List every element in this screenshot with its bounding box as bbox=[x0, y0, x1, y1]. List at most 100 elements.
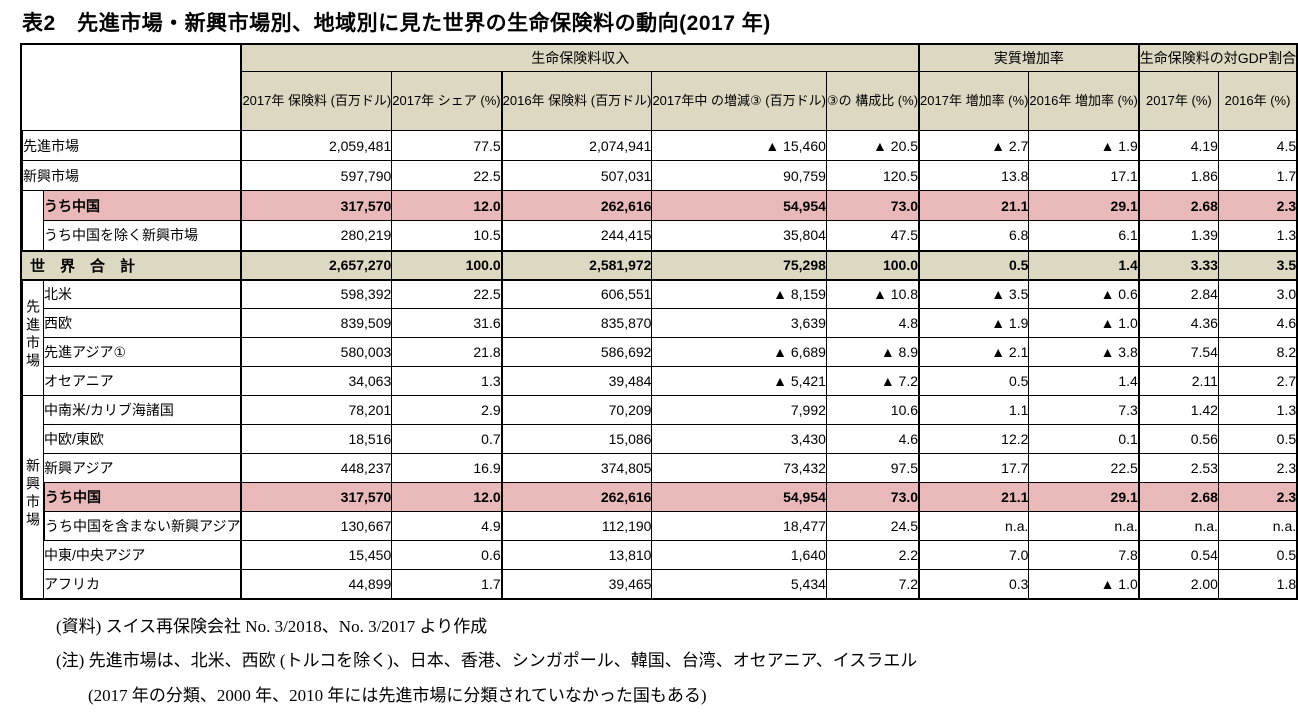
data-cell: 1.86 bbox=[1139, 161, 1219, 191]
row-label: 中南米/カリブ海諸国 bbox=[44, 396, 242, 425]
row-africa: アフリカ 44,899 1.7 39,465 5,434 7.2 0.3 ▲ 1… bbox=[21, 570, 1298, 599]
data-cell: 586,692 bbox=[502, 338, 652, 367]
section-label-text: 先進市場 bbox=[23, 299, 43, 371]
data-cell: ▲ 5,421 bbox=[652, 367, 826, 396]
data-cell: 1.7 bbox=[1218, 161, 1297, 191]
col-header: 2017年 保険料 (百万ドル) bbox=[241, 72, 391, 131]
data-cell: 2.68 bbox=[1139, 191, 1219, 221]
data-cell: 7.2 bbox=[826, 570, 919, 599]
data-cell: 54,954 bbox=[652, 483, 826, 512]
data-cell: 100.0 bbox=[826, 251, 919, 280]
data-cell: 29.1 bbox=[1029, 191, 1139, 221]
data-cell: ▲ 3.5 bbox=[919, 280, 1029, 309]
data-cell: 0.3 bbox=[919, 570, 1029, 599]
row-latin-america-caribbean: 新興市場 中南米/カリブ海諸国 78,201 2.9 70,209 7,992 … bbox=[21, 396, 1298, 425]
data-cell: 22.5 bbox=[392, 161, 502, 191]
row-label: うち中国を含まない新興アジア bbox=[45, 512, 242, 541]
data-cell: n.a. bbox=[1218, 512, 1297, 541]
data-cell: 18,516 bbox=[241, 425, 391, 454]
data-cell: 22.5 bbox=[392, 280, 502, 309]
data-cell: 5,434 bbox=[652, 570, 826, 599]
row-middle-east-central-asia: 中東/中央アジア 15,450 0.6 13,810 1,640 2.2 7.0… bbox=[21, 541, 1298, 570]
data-cell: 1.3 bbox=[392, 367, 502, 396]
group-header-real-growth: 実質増加率 bbox=[919, 44, 1139, 72]
data-cell: 15,450 bbox=[241, 541, 391, 570]
data-cell: ▲ 3.8 bbox=[1029, 338, 1139, 367]
data-cell: 2,074,941 bbox=[502, 131, 652, 161]
data-cell: 34,063 bbox=[241, 367, 391, 396]
data-cell: n.a. bbox=[919, 512, 1029, 541]
row-emerging-asia: 新興アジア 448,237 16.9 374,805 73,432 97.5 1… bbox=[21, 454, 1298, 483]
row-emerging-asia-ex-china: うち中国を含まない新興アジア 130,667 4.9 112,190 18,47… bbox=[21, 512, 1298, 541]
row-label: 新興市場 bbox=[23, 161, 242, 191]
data-cell: 39,465 bbox=[502, 570, 652, 599]
data-cell: 2.3 bbox=[1218, 191, 1297, 221]
data-cell: 10.6 bbox=[826, 396, 919, 425]
data-cell: 0.5 bbox=[1218, 425, 1297, 454]
data-cell: 317,570 bbox=[241, 483, 391, 512]
col-header: 2017年 (%) bbox=[1139, 72, 1219, 131]
data-cell: 580,003 bbox=[241, 338, 391, 367]
data-cell: ▲ 8,159 bbox=[652, 280, 826, 309]
row-oceania: オセアニア 34,063 1.3 39,484 ▲ 5,421 ▲ 7.2 0.… bbox=[21, 367, 1298, 396]
data-cell: ▲ 7.2 bbox=[826, 367, 919, 396]
data-cell: 839,509 bbox=[241, 309, 391, 338]
data-cell: ▲ 6,689 bbox=[652, 338, 826, 367]
data-cell: 7.3 bbox=[1029, 396, 1139, 425]
data-cell: 4.19 bbox=[1139, 131, 1219, 161]
row-emerging-markets: 新興市場 597,790 22.5 507,031 90,759 120.5 1… bbox=[21, 161, 1298, 191]
data-cell: ▲ 1.9 bbox=[1029, 131, 1139, 161]
data-cell: ▲ 20.5 bbox=[826, 131, 919, 161]
data-cell: 0.56 bbox=[1139, 425, 1219, 454]
row-advanced-markets: 先進市場 2,059,481 77.5 2,074,941 ▲ 15,460 ▲… bbox=[21, 131, 1298, 161]
data-cell: 2.11 bbox=[1139, 367, 1219, 396]
row-label: うち中国 bbox=[44, 191, 242, 221]
data-cell: 24.5 bbox=[826, 512, 919, 541]
notes-block: (資料) スイス再保険会社 No. 3/2018、No. 3/2017 より作成… bbox=[56, 610, 1284, 714]
data-cell: 97.5 bbox=[826, 454, 919, 483]
group-header-premium-income: 生命保険料収入 bbox=[241, 44, 919, 72]
data-cell: 6.8 bbox=[919, 221, 1029, 251]
table-title: 表2 先進市場・新興市場別、地域別に見た世界の生命保険料の動向(2017 年) bbox=[22, 7, 1284, 37]
data-cell: 2,657,270 bbox=[241, 251, 391, 280]
row-label: うち中国 bbox=[45, 483, 242, 512]
data-cell: 598,392 bbox=[241, 280, 391, 309]
row-label: 先進アジア① bbox=[44, 338, 242, 367]
data-cell: 0.54 bbox=[1139, 541, 1219, 570]
data-cell: 3.0 bbox=[1218, 280, 1297, 309]
data-cell: 0.5 bbox=[919, 367, 1029, 396]
row-north-america: 先進市場 北米 598,392 22.5 606,551 ▲ 8,159 ▲ 1… bbox=[21, 280, 1298, 309]
data-cell: 4.6 bbox=[1218, 309, 1297, 338]
data-cell: 7.8 bbox=[1029, 541, 1139, 570]
data-cell: 2.3 bbox=[1218, 483, 1297, 512]
data-cell: 35,804 bbox=[652, 221, 826, 251]
data-cell: 47.5 bbox=[826, 221, 919, 251]
data-cell: 130,667 bbox=[241, 512, 391, 541]
data-cell: ▲ 2.1 bbox=[919, 338, 1029, 367]
data-cell: 448,237 bbox=[241, 454, 391, 483]
data-cell: ▲ 1.0 bbox=[1029, 309, 1139, 338]
data-cell: 73.0 bbox=[826, 191, 919, 221]
spacer-cell bbox=[23, 191, 44, 251]
data-cell: 4.6 bbox=[826, 425, 919, 454]
data-cell: 3.33 bbox=[1139, 251, 1219, 280]
data-cell: 112,190 bbox=[502, 512, 652, 541]
data-cell: 2.3 bbox=[1218, 454, 1297, 483]
col-header: ③の 構成比 (%) bbox=[826, 72, 919, 131]
data-cell: 280,219 bbox=[241, 221, 391, 251]
data-cell: 70,209 bbox=[502, 396, 652, 425]
data-cell: 2,059,481 bbox=[241, 131, 391, 161]
data-cell: ▲ 0.6 bbox=[1029, 280, 1139, 309]
data-cell: 1,640 bbox=[652, 541, 826, 570]
data-cell: 4.8 bbox=[826, 309, 919, 338]
data-cell: 317,570 bbox=[241, 191, 391, 221]
data-cell: 13.8 bbox=[919, 161, 1029, 191]
row-western-europe: 西欧 839,509 31.6 835,870 3,639 4.8 ▲ 1.9 … bbox=[21, 309, 1298, 338]
col-header: 2016年 保険料 (百万ドル) bbox=[502, 72, 652, 131]
data-cell: 6.1 bbox=[1029, 221, 1139, 251]
footnote: (注) 先進市場は、北米、西欧 (トルコを除く)、日本、香港、シンガポール、韓国… bbox=[56, 644, 1284, 679]
data-cell: 12.2 bbox=[919, 425, 1029, 454]
data-cell: 0.5 bbox=[1218, 541, 1297, 570]
row-label: アフリカ bbox=[44, 570, 242, 599]
